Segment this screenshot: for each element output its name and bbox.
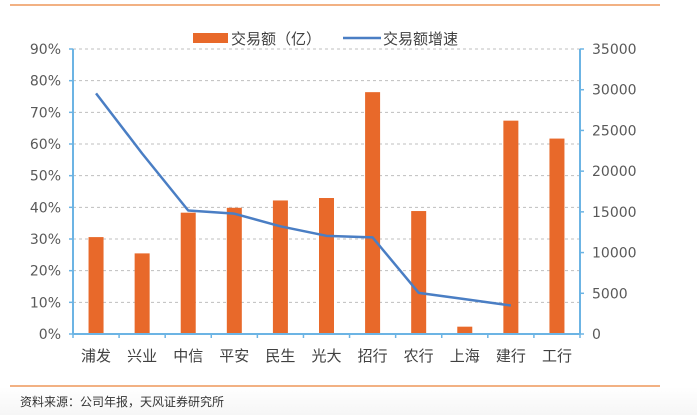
bar bbox=[272, 200, 288, 334]
bar bbox=[319, 198, 334, 334]
bar bbox=[365, 92, 381, 335]
legend-bar-swatch bbox=[193, 33, 228, 43]
legend: 交易额（亿） 交易额增速 bbox=[193, 30, 458, 48]
right-tick-label: 20000 bbox=[592, 164, 637, 180]
bar bbox=[88, 237, 104, 334]
left-tick-label: 10% bbox=[30, 295, 61, 311]
bar-series bbox=[88, 92, 565, 335]
category-labels: 浦发 兴业 中信 平安 民生 光大 招行 农行 上海 建行 工行 bbox=[81, 347, 572, 365]
category-label: 上海 bbox=[450, 347, 480, 365]
left-tick-label: 50% bbox=[30, 169, 61, 185]
right-tick-label: 25000 bbox=[592, 123, 637, 139]
right-tick-label: 0 bbox=[592, 327, 601, 343]
chart: 0% 10% 20% 30% 40% 50% 60% 70% 80% 90% 0 5000 10000… bbox=[30, 30, 637, 365]
bottom-divider bbox=[10, 385, 660, 387]
left-tick-label: 0% bbox=[39, 327, 61, 343]
category-label: 建行 bbox=[496, 347, 526, 365]
bar bbox=[411, 211, 427, 334]
left-tick-label: 70% bbox=[30, 105, 61, 121]
category-label: 兴业 bbox=[127, 347, 157, 365]
left-tick-label: 90% bbox=[30, 42, 61, 58]
right-axis-labels: 0 5000 10000 15000 20000 25000 30000 35000 bbox=[592, 42, 637, 343]
right-tick-label: 35000 bbox=[592, 42, 637, 58]
bar bbox=[180, 212, 196, 334]
right-tick-label: 15000 bbox=[592, 205, 637, 221]
category-label: 浦发 bbox=[81, 347, 111, 365]
bar bbox=[549, 138, 565, 334]
bar bbox=[134, 253, 150, 334]
line-series bbox=[95, 92, 512, 307]
footer bbox=[0, 387, 697, 415]
bar bbox=[457, 326, 473, 334]
right-tick-label: 10000 bbox=[592, 246, 637, 262]
left-tick-label: 40% bbox=[30, 200, 61, 216]
right-tick-label: 30000 bbox=[592, 83, 637, 99]
left-tick-label: 80% bbox=[30, 74, 61, 90]
category-label: 中信 bbox=[173, 347, 203, 365]
growth-line bbox=[95, 92, 512, 307]
left-tick-label: 20% bbox=[30, 264, 61, 280]
left-axis-labels: 0% 10% 20% 30% 40% 50% 60% 70% 80% 90% bbox=[30, 42, 61, 343]
category-label: 民生 bbox=[265, 347, 295, 365]
category-label: 平安 bbox=[219, 347, 249, 365]
bar bbox=[226, 207, 242, 334]
category-label: 招行 bbox=[358, 347, 388, 365]
legend-bar-label: 交易额（亿） bbox=[231, 30, 321, 48]
bar bbox=[503, 120, 519, 335]
legend-line-label: 交易额增速 bbox=[383, 30, 458, 48]
category-label: 农行 bbox=[404, 347, 434, 365]
left-tick-label: 60% bbox=[30, 137, 61, 153]
top-divider bbox=[10, 4, 660, 6]
category-label: 工行 bbox=[542, 347, 572, 365]
category-label: 光大 bbox=[311, 347, 341, 365]
source-note: 资料来源：公司年报，天风证券研究所 bbox=[20, 395, 225, 409]
axes bbox=[69, 48, 584, 338]
right-tick-label: 5000 bbox=[592, 286, 628, 302]
left-tick-label: 30% bbox=[30, 232, 61, 248]
